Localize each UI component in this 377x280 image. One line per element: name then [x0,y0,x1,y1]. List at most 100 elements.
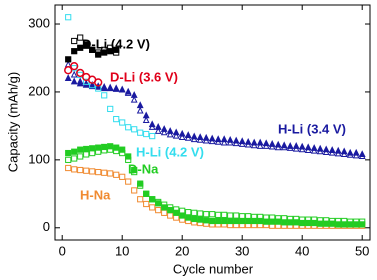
point [65,14,72,21]
point [149,204,156,211]
point [305,219,312,227]
x-tick-label: 30 [235,243,249,258]
point [137,196,144,203]
point [251,217,258,225]
point [190,135,198,143]
point [317,220,324,227]
point [185,209,192,216]
point [328,148,336,156]
point [95,51,102,58]
point [113,171,120,178]
point [323,220,330,227]
point [292,144,300,152]
point [275,218,282,225]
point [329,220,336,227]
point [112,84,120,92]
point [107,44,114,51]
point [280,143,288,151]
point [184,133,192,141]
point [166,130,174,138]
point [341,221,348,228]
point [131,166,138,174]
point [335,221,342,228]
point [232,139,240,147]
x-tick-label: 40 [295,243,309,258]
point [70,70,78,78]
point [89,168,96,175]
point [65,164,72,172]
point [293,219,300,226]
point [221,217,228,225]
point [311,219,318,227]
point [77,166,84,174]
point [125,124,132,131]
point [76,77,84,85]
point [233,217,240,225]
annotation: D-Na [128,161,159,176]
point [155,207,162,214]
point [173,209,180,216]
point [130,95,138,103]
point [131,126,138,133]
point [154,123,162,130]
point [233,212,240,219]
point [125,153,132,160]
point [154,127,162,134]
point [82,79,90,87]
point [299,219,306,227]
point [256,142,264,149]
point [107,105,114,113]
point [119,119,126,126]
point [71,166,78,173]
point [250,141,258,149]
point [227,217,234,225]
point [76,79,84,87]
point [358,152,366,160]
point [77,44,84,51]
x-tick-label: 50 [355,243,369,258]
point [113,144,120,151]
annotation: H-Li (3.4 V) [278,121,346,136]
point [161,204,168,211]
point [71,37,78,45]
point [226,138,234,146]
point [161,209,168,216]
point [269,218,276,225]
point [149,196,156,203]
point [65,149,72,157]
point [179,212,186,219]
point [298,145,306,153]
point [304,146,312,153]
y-tick-label: 0 [43,219,50,234]
point [101,169,108,176]
x-tick-label: 0 [59,243,66,258]
point [196,135,204,143]
point [70,77,78,85]
point [89,145,96,152]
point [197,210,204,217]
point [89,46,96,53]
point [118,85,126,93]
point [143,200,150,208]
y-axis-label: Capacity (mAh/g) [5,72,20,172]
point [124,89,132,96]
point [113,49,120,56]
point [274,143,282,151]
point [215,217,222,225]
y-tick-label: 300 [28,15,50,30]
point [286,144,294,151]
point [203,217,210,224]
point [83,42,90,49]
point [257,217,264,225]
point [83,151,90,158]
point [239,217,246,225]
point [107,48,114,55]
point [64,66,73,75]
point [287,219,294,226]
point [101,143,108,151]
point [137,129,144,136]
point [172,131,180,139]
point [197,216,204,223]
point [137,180,144,187]
